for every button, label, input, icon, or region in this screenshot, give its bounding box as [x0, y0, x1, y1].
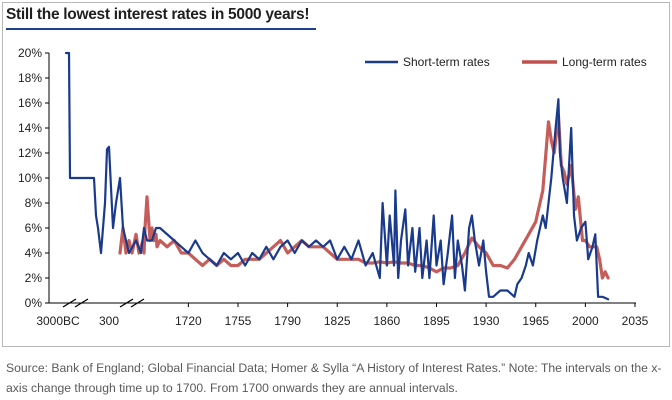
source-caption: Source: Bank of England; Global Financia… [6, 361, 662, 395]
y-tick-label: 10% [18, 171, 42, 185]
y-tick-label: 16% [18, 96, 42, 110]
legend: Short-term rates Long-term rates [365, 55, 647, 69]
y-tick-label: 14% [18, 121, 42, 135]
x-tick-label: 1930 [473, 314, 500, 328]
interest-rate-chart: 0% 2% 4% 6% 8% 10% 12% 14% 16% 18% 20% 3000BC 300 172… [18, 46, 649, 328]
x-tick-label: 1825 [324, 314, 351, 328]
y-tick-label: 4% [25, 246, 43, 260]
x-tick-label: 300 [99, 314, 119, 328]
y-tick-label: 12% [18, 146, 42, 160]
y-tick-label: 8% [25, 196, 43, 210]
axis-break-mark [130, 298, 145, 308]
x-tick-label: 3000BC [36, 314, 80, 328]
x-tick-label: 1790 [274, 314, 301, 328]
axis-break-mark [62, 298, 77, 308]
x-tick-label: 1860 [374, 314, 401, 328]
y-tick-label: 18% [18, 71, 42, 85]
axes-group [45, 52, 636, 308]
short-term-rates-line [64, 51, 610, 301]
x-tick-label: 2035 [622, 314, 649, 328]
tick-labels-group: 0% 2% 4% 6% 8% 10% 12% 14% 16% 18% 20% 3000BC 300 172… [18, 46, 649, 328]
legend-label-short-term: Short-term rates [403, 55, 490, 69]
series-group [64, 51, 610, 301]
y-tick-label: 6% [25, 221, 43, 235]
x-tick-label: 1965 [522, 314, 549, 328]
x-tick-label: 1895 [423, 314, 450, 328]
x-tick-label: 1720 [175, 314, 202, 328]
legend-label-long-term: Long-term rates [562, 55, 647, 69]
x-tick-label: 1755 [225, 314, 252, 328]
title-underline [6, 28, 316, 30]
chart-frame [2, 2, 670, 347]
chart-title: Still the lowest interest rates in 5000 … [6, 6, 310, 23]
y-tick-label: 2% [25, 271, 43, 285]
y-tick-label: 20% [18, 46, 42, 60]
y-tick-label: 0% [25, 296, 43, 310]
axis-break-mark [119, 298, 134, 308]
axis-break-mark [74, 298, 89, 308]
x-tick-label: 2000 [572, 314, 599, 328]
